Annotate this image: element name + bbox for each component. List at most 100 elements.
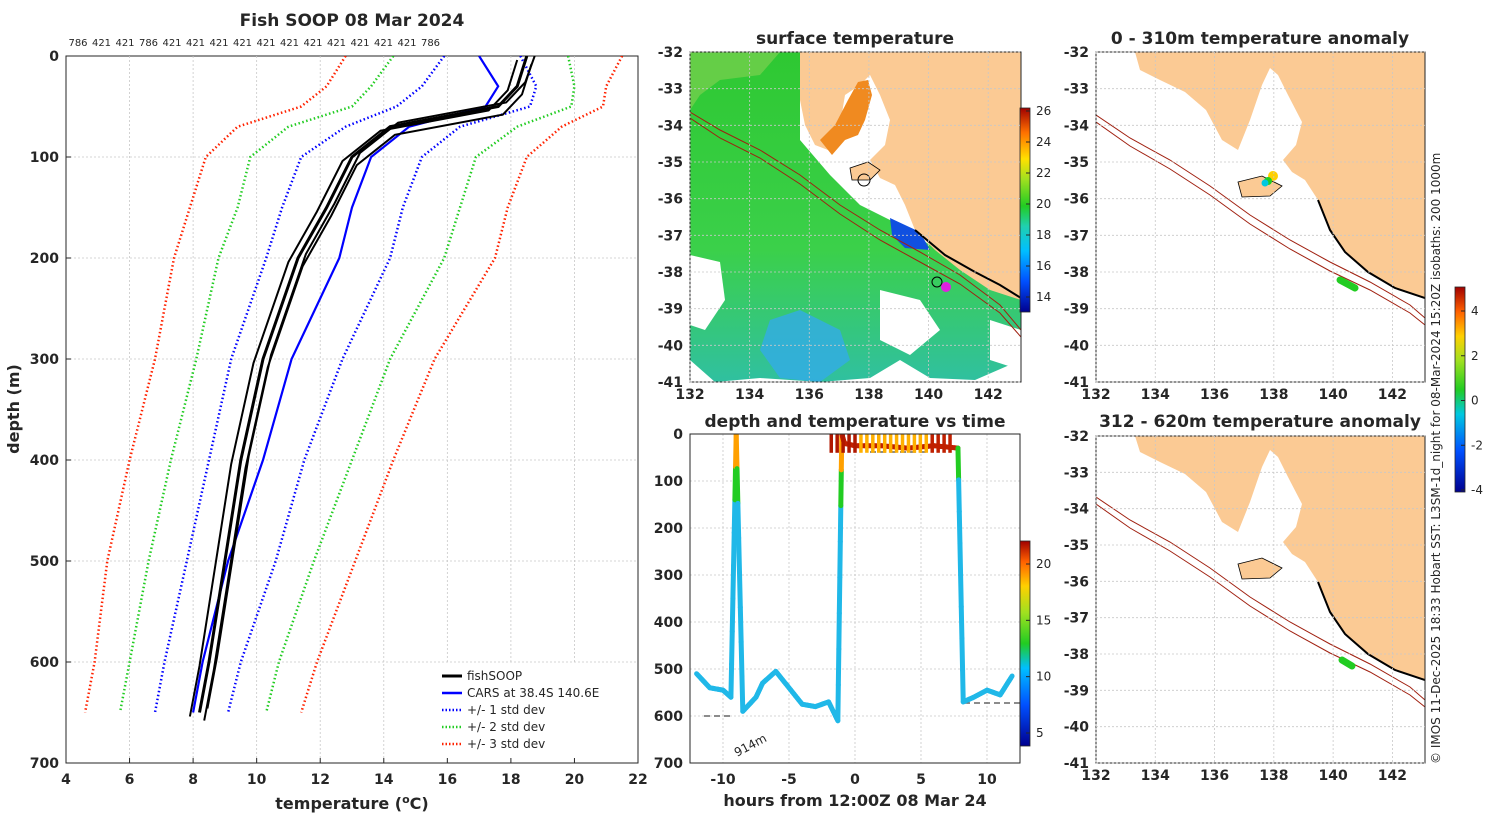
- profile-series--1-std-dev-high: [226, 56, 538, 713]
- anom1-y-tick-label: -35: [1064, 155, 1089, 171]
- profile-y-tick-label: 200: [30, 251, 59, 267]
- profile-top-label: 786: [421, 38, 440, 49]
- surface-y-tick-label: -41: [658, 375, 683, 391]
- timeseries-y-tick-label: 100: [654, 474, 683, 490]
- profile-series: [83, 56, 624, 721]
- anom2-x-tick-label: 142: [1378, 768, 1407, 784]
- anom1-x-tick-label: 136: [1200, 387, 1229, 403]
- anom2-y-tick-label: -35: [1064, 538, 1089, 554]
- anom1-x-tick-label: 142: [1378, 387, 1407, 403]
- profile-top-label: 786: [139, 38, 158, 49]
- anom1-y-tick-label: -32: [1064, 45, 1089, 61]
- land-australia: [800, 52, 1021, 300]
- timeseries-segment: [958, 572, 964, 610]
- station-marker-1: [857, 173, 871, 187]
- sst-cloud-gap-2: [990, 320, 1021, 370]
- anom1-y-tick-label: -41: [1064, 375, 1089, 391]
- profile-fishsoop-cast: [188, 59, 519, 717]
- timeseries-y-tick-label: 300: [654, 568, 683, 584]
- timeseries-xlabel: hours from 12:00Z 08 Mar 24: [723, 791, 986, 810]
- timeseries-x-tick-label: -10: [710, 772, 736, 788]
- surface-colorbar-tick-label: 22: [1036, 166, 1051, 180]
- profile-x-tick-label: 16: [438, 772, 457, 788]
- timeseries-y-tick-label: 400: [654, 615, 683, 631]
- sst-cloud-gap-3: [690, 255, 725, 330]
- timeseries-segment: [734, 466, 741, 506]
- anomaly-colorbar-tick-label: -2: [1471, 438, 1483, 452]
- profile-top-labels: 786 421 421 786 421 421 421 421 421 421 421 421 421 4…: [68, 38, 440, 49]
- timeseries-segment: [729, 596, 736, 634]
- surface-y-tick-label: -37: [658, 228, 683, 244]
- surface-x-tick-label: 136: [795, 387, 824, 403]
- profile-title: Fish SOOP 08 Mar 2024: [240, 11, 465, 31]
- current-position-marker: [941, 282, 951, 292]
- timeseries-segment: [737, 604, 744, 645]
- profile-y-tick-label: 0: [49, 49, 59, 65]
- profile-y-tick-label: 100: [30, 150, 59, 166]
- anom2-y-tick-label: -40: [1064, 720, 1090, 736]
- timeseries-colorbar-ticks: 20 15 10 5: [1026, 557, 1051, 740]
- anom2-y-tick-label: -38: [1064, 647, 1089, 663]
- timeseries-panel: depth and temperature vs time -10 -5 0 5 100…: [654, 412, 1052, 810]
- land-warm-gulf: [820, 80, 872, 155]
- surface-x-tick-label: 142: [974, 387, 1003, 403]
- anom2-x-tick-label: 134: [1141, 768, 1170, 784]
- surface-y-tick-label: -33: [658, 82, 683, 98]
- timeseries-y-tick-label: 600: [654, 709, 683, 725]
- timeseries-x-tick-label: -5: [781, 772, 797, 788]
- profile-x-tick-label: 14: [374, 772, 394, 788]
- surface-colorbar-tick-label: 26: [1036, 104, 1051, 118]
- profile-xlabel: temperature (oC): [275, 793, 428, 813]
- timeseries-segment: [733, 434, 740, 472]
- profile-x-tick-label: 18: [501, 772, 520, 788]
- anom1-y-tick-label: -37: [1064, 228, 1089, 244]
- profile-y-tick-label: 500: [30, 554, 59, 570]
- sst-cloud-gap: [880, 290, 940, 355]
- surface-y-tick-label: -38: [658, 265, 683, 281]
- anom1-y-tick-label: -38: [1064, 265, 1089, 281]
- anomaly-colorbar: [1454, 286, 1466, 493]
- timeseries-segment: [956, 477, 962, 515]
- timeseries-segment: [957, 540, 964, 578]
- anom2-x-tick-label: 138: [1259, 768, 1288, 784]
- timeseries-y-tick-label: 0: [673, 427, 683, 443]
- profile-top-label: 421: [115, 38, 134, 49]
- profile-series--1-std-dev-low: [153, 56, 446, 713]
- legend-std3: +/- 3 std dev: [467, 737, 545, 751]
- legend-cars: CARS at 38.4S 140.6E: [467, 686, 599, 700]
- sst-field: [690, 52, 1021, 382]
- profile-panel: Fish SOOP 08 Mar 2024 786 421 421 786 421 421…: [4, 11, 648, 813]
- timeseries-segment: [738, 639, 745, 680]
- anom1-y-tick-label: -34: [1064, 118, 1090, 134]
- isobath-1000m: [690, 117, 1021, 338]
- timeseries-y-tick-label: 200: [654, 521, 683, 537]
- surface-y-tick-label: -35: [658, 155, 683, 171]
- surface-y-tick-label: -40: [658, 338, 684, 354]
- timeseries-segment: [735, 500, 742, 541]
- anom1-map: [1096, 52, 1425, 326]
- timeseries-colorbar-tick-label: 5: [1036, 726, 1044, 740]
- profile-y-tick-label: 300: [30, 352, 59, 368]
- anom1-x-tick-label: 138: [1259, 387, 1288, 403]
- surface-colorbar-tick-label: 14: [1036, 290, 1051, 304]
- timeseries-segment: [737, 570, 743, 610]
- surface-y-tick-label: -34: [658, 118, 684, 134]
- profile-top-label: 421: [256, 38, 275, 49]
- timeseries-grid: [690, 434, 1020, 763]
- anom1-y-tick-label: -33: [1064, 82, 1089, 98]
- timeseries-segment: [956, 509, 963, 546]
- timeseries-title: depth and temperature vs time: [705, 412, 1006, 432]
- profile-x-tick-label: 12: [310, 772, 329, 788]
- sst-cool-patch: [760, 310, 850, 382]
- anom2-track: [1338, 656, 1356, 670]
- profile-top-label: 421: [209, 38, 228, 49]
- timeseries-colorbar-tick-label: 20: [1036, 557, 1051, 571]
- profile-x-tick-label: 8: [188, 772, 198, 788]
- profile-fishsoop-cast: [203, 63, 533, 721]
- timeseries-colorbar: [1019, 540, 1031, 747]
- profile-plot-area: [65, 55, 639, 764]
- profile-top-label: 421: [162, 38, 181, 49]
- anom1-track: [1336, 276, 1359, 292]
- profile-top-label: 421: [233, 38, 252, 49]
